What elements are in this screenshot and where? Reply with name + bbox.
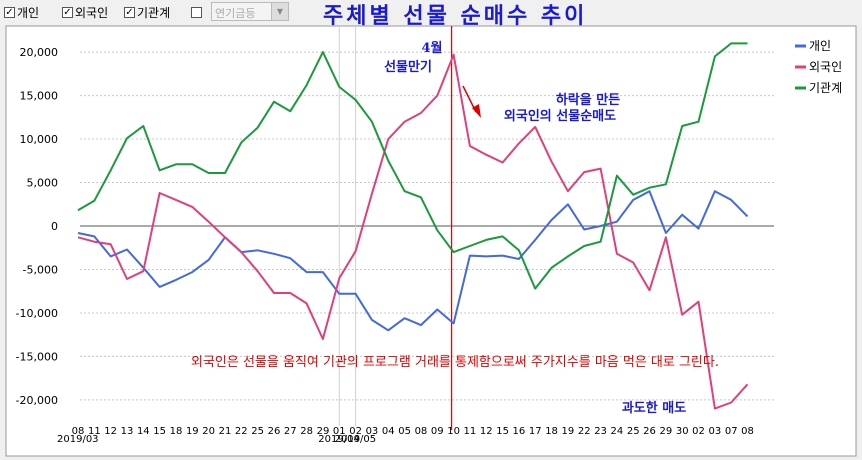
x-tick-label: 23 [594, 426, 607, 437]
x-tick-label: 13 [121, 426, 134, 437]
legend-label: 외국인 [809, 60, 842, 74]
checkbox-institution-box[interactable]: ✓ [124, 6, 135, 18]
x-tick-label: 08 [741, 426, 754, 437]
x-tick-label: 26 [268, 426, 281, 437]
checkbox-pension-box[interactable] [191, 6, 202, 18]
x-tick-label: 15 [153, 426, 166, 437]
note-middle: 외국인은 선물을 움직여 기관의 프로그램 거래를 통제함으로써 주가지수를 마… [191, 355, 719, 370]
note-bottom: 과도한 매도 [622, 400, 686, 416]
x-tick-label: 25 [627, 426, 640, 437]
x-tick-label: 16 [513, 426, 526, 437]
x-tick-label: 22 [235, 426, 248, 437]
checkbox-foreign-label: 외국인 [75, 5, 109, 20]
y-tick-label: 20,000 [20, 46, 59, 59]
checkbox-individual-box[interactable]: ✓ [4, 6, 15, 18]
x-tick-label: 21 [219, 426, 232, 437]
x-tick-label: 14 [137, 426, 150, 437]
month-label: 2019/03 [57, 434, 99, 445]
event-label-line2: 선물만기 [384, 59, 432, 75]
x-tick-label: 26 [643, 426, 656, 437]
x-tick-label: 19 [562, 426, 575, 437]
x-tick-label: 04 [382, 426, 395, 437]
note-top-line1: 하락을 만든 [556, 92, 620, 108]
x-tick-label: 05 [398, 426, 411, 437]
y-tick-label: -5,000 [23, 263, 58, 276]
chart-title: 주체별 선물 순매수 추이 [323, 3, 588, 29]
y-tick-label: 15,000 [20, 90, 59, 103]
y-tick-label: 10,000 [20, 133, 59, 146]
month-label: 2019/04 [318, 434, 360, 445]
series-line-1 [77, 53, 749, 410]
x-tick-label: 20 [202, 426, 215, 437]
chevron-down-icon[interactable]: ▼ [271, 3, 288, 20]
y-tick-label: 5,000 [27, 177, 59, 190]
pension-combo[interactable]: 연기금등 ▼ [211, 2, 289, 21]
x-tick-label: 29 [660, 426, 673, 437]
y-tick-label: 0 [51, 220, 58, 233]
legend-label: 기관계 [809, 81, 842, 95]
y-tick-label: -20,000 [16, 394, 58, 407]
checkbox-individual-label: 개인 [17, 5, 40, 20]
y-tick-label: -10,000 [16, 307, 58, 320]
note-top-line2: 외국인의 선물순매도 [504, 108, 616, 124]
x-tick-label: 12 [480, 426, 493, 437]
x-tick-label: 03 [709, 426, 722, 437]
x-tick-label: 02 [349, 426, 362, 437]
x-tick-label: 24 [611, 426, 624, 437]
x-tick-label: 08 [415, 426, 428, 437]
x-tick-label: 08 [72, 426, 85, 437]
x-tick-label: 30 [676, 426, 689, 437]
x-tick-label: 25 [251, 426, 264, 437]
checkbox-institution-label: 기관계 [137, 5, 171, 20]
checkbox-individual[interactable]: ✓ 개인 [4, 4, 39, 20]
pension-combo-value: 연기금등 [215, 7, 256, 20]
x-tick-label: 15 [496, 426, 509, 437]
series-line-0 [77, 190, 749, 332]
x-tick-label: 07 [725, 426, 738, 437]
x-tick-label: 12 [104, 426, 117, 437]
x-tick-label: 22 [578, 426, 591, 437]
x-tick-label: 19 [186, 426, 199, 437]
x-tick-label: 18 [545, 426, 558, 437]
x-tick-label: 17 [529, 426, 542, 437]
toolbar: ✓ 개인 ✓ 외국인 ✓ 기관계 연기금등 ▼ 주체별 선물 순매수 추이 [0, 0, 862, 29]
checkbox-institution[interactable]: ✓ 기관계 [124, 4, 170, 20]
x-tick-label: 01 [333, 426, 346, 437]
y-tick-label: -15,000 [16, 350, 58, 363]
x-tick-label: 11 [88, 426, 101, 437]
checkbox-pension[interactable] [191, 4, 204, 20]
x-tick-label: 03 [366, 426, 379, 437]
x-tick-label: 18 [170, 426, 183, 437]
month-label: 2019/05 [335, 434, 377, 445]
x-tick-label: 09 [431, 426, 444, 437]
x-tick-label: 28 [300, 426, 313, 437]
chart-frame [5, 25, 857, 457]
legend-label: 개인 [809, 39, 831, 53]
x-tick-label: 11 [464, 426, 477, 437]
x-tick-label: 27 [284, 426, 297, 437]
x-tick-label: 10 [447, 426, 460, 437]
checkbox-foreign-box[interactable]: ✓ [62, 6, 73, 18]
event-label-line1: 4월 [421, 40, 442, 56]
x-tick-label: 02 [692, 426, 705, 437]
x-tick-label: 29 [317, 426, 330, 437]
annotation-arrow-head [472, 104, 481, 118]
checkbox-foreign[interactable]: ✓ 외국인 [62, 4, 108, 20]
series-line-2 [77, 42, 748, 290]
